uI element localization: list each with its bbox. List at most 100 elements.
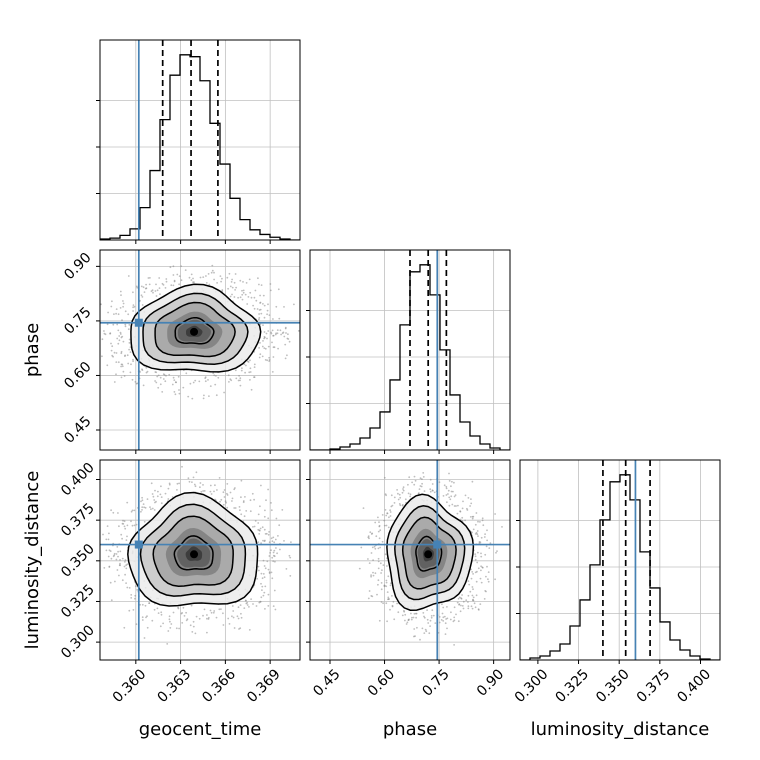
sample-point bbox=[118, 335, 121, 337]
sample-point bbox=[215, 616, 218, 619]
sample-point bbox=[446, 501, 448, 504]
sample-point bbox=[462, 607, 465, 610]
sample-point bbox=[140, 500, 142, 503]
sample-point bbox=[170, 284, 173, 287]
sample-point bbox=[423, 616, 426, 619]
sample-point bbox=[467, 601, 469, 603]
sample-point bbox=[477, 520, 479, 523]
sample-point bbox=[146, 615, 148, 618]
sample-point bbox=[229, 285, 232, 288]
sample-point bbox=[374, 572, 377, 575]
sample-point bbox=[480, 569, 482, 572]
sample-point bbox=[450, 611, 452, 614]
sample-point bbox=[378, 524, 381, 527]
sample-point bbox=[254, 520, 257, 522]
sample-point bbox=[377, 583, 379, 586]
sample-point bbox=[155, 283, 157, 286]
sample-point bbox=[421, 627, 424, 630]
sample-point bbox=[374, 547, 377, 550]
sample-point bbox=[461, 516, 464, 519]
sample-point bbox=[445, 485, 448, 488]
x-tick-label-phase-2: 0.75 bbox=[419, 666, 452, 699]
sample-point bbox=[246, 360, 249, 363]
sample-point bbox=[105, 549, 108, 552]
sample-point bbox=[405, 623, 408, 625]
sample-point bbox=[116, 569, 119, 571]
sample-point bbox=[123, 565, 126, 568]
sample-point bbox=[156, 607, 159, 610]
sample-point bbox=[449, 498, 452, 501]
sample-point bbox=[126, 535, 128, 538]
sample-point bbox=[148, 283, 151, 286]
x-axis-label-geocent_time: geocent_time bbox=[139, 719, 262, 740]
sample-point bbox=[263, 591, 266, 594]
y-axis-label-luminosity_distance: luminosity_distance bbox=[22, 471, 43, 650]
sample-point bbox=[115, 553, 118, 555]
sample-point bbox=[249, 379, 251, 381]
sample-point bbox=[278, 524, 281, 527]
sample-point bbox=[264, 347, 267, 350]
sample-point bbox=[142, 384, 145, 387]
sample-point bbox=[451, 480, 453, 483]
sample-point bbox=[160, 611, 163, 614]
sample-point bbox=[126, 524, 129, 527]
sample-point bbox=[385, 585, 388, 588]
sample-point bbox=[125, 582, 127, 584]
sample-point bbox=[271, 341, 273, 344]
sample-point bbox=[407, 483, 409, 486]
sample-point bbox=[170, 623, 173, 625]
sample-point bbox=[245, 599, 247, 602]
sample-point bbox=[214, 484, 216, 487]
sample-point bbox=[276, 552, 278, 555]
sample-point bbox=[121, 537, 123, 540]
y-tick-label-luminosity_distance-2: 0.350 bbox=[58, 541, 98, 581]
sample-point bbox=[429, 478, 432, 481]
sample-point bbox=[453, 505, 456, 507]
sample-point bbox=[270, 549, 272, 552]
sample-point bbox=[471, 517, 474, 520]
sample-point bbox=[157, 374, 160, 377]
sample-point bbox=[108, 549, 111, 552]
sample-point bbox=[266, 309, 269, 312]
sample-point bbox=[218, 608, 221, 611]
sample-point bbox=[112, 323, 115, 326]
sample-point bbox=[487, 571, 490, 573]
sample-point bbox=[183, 615, 186, 617]
sample-point bbox=[281, 509, 284, 511]
sample-point bbox=[280, 333, 282, 336]
sample-point bbox=[393, 502, 396, 504]
sample-point bbox=[119, 331, 122, 334]
panel-2d-phase-luminosity_distance bbox=[309, 459, 511, 661]
sample-point bbox=[160, 485, 162, 488]
sample-point bbox=[410, 612, 412, 615]
sample-point bbox=[442, 606, 445, 609]
sample-point bbox=[467, 497, 470, 499]
sample-point bbox=[286, 337, 289, 340]
sample-point bbox=[258, 313, 260, 315]
sample-point bbox=[231, 605, 234, 607]
sample-point bbox=[111, 345, 114, 348]
sample-point bbox=[443, 615, 446, 618]
sample-point bbox=[249, 371, 252, 373]
sample-point bbox=[175, 627, 178, 630]
sample-point bbox=[145, 616, 147, 619]
sample-point bbox=[259, 505, 261, 508]
sample-point bbox=[391, 595, 393, 597]
y-tick-label-phase-1: 0.60 bbox=[61, 359, 94, 392]
sample-point bbox=[268, 531, 270, 533]
panel-frame bbox=[309, 249, 511, 451]
sample-point bbox=[110, 509, 112, 512]
sample-point bbox=[469, 516, 472, 518]
sample-point bbox=[158, 277, 161, 279]
sample-point bbox=[124, 559, 127, 561]
sample-point bbox=[391, 604, 394, 607]
sample-point bbox=[129, 371, 132, 374]
sample-point bbox=[430, 616, 433, 619]
sample-point bbox=[187, 477, 190, 480]
sample-point bbox=[423, 490, 426, 492]
sample-point bbox=[160, 502, 163, 505]
sample-point bbox=[152, 495, 155, 498]
sample-point bbox=[425, 630, 428, 633]
sample-point bbox=[141, 304, 144, 306]
sample-point bbox=[470, 577, 473, 580]
